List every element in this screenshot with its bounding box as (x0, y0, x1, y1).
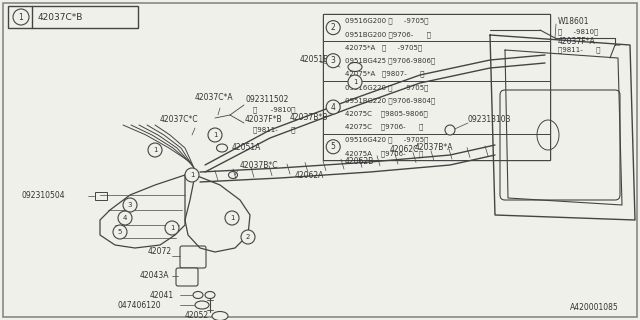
Text: 1: 1 (212, 132, 217, 138)
Text: A420001085: A420001085 (570, 303, 619, 312)
Text: 1: 1 (153, 147, 157, 153)
Text: 092313103: 092313103 (468, 116, 511, 124)
Circle shape (165, 221, 179, 235)
Circle shape (208, 128, 222, 142)
Ellipse shape (193, 292, 203, 299)
Ellipse shape (212, 311, 228, 320)
Text: 42052: 42052 (185, 311, 209, 320)
Text: 〈     -9810〉: 〈 -9810〉 (558, 29, 598, 35)
FancyBboxPatch shape (176, 268, 198, 286)
Text: 42075*A   〈9807-      〉: 42075*A 〈9807- 〉 (345, 71, 425, 77)
Text: 1: 1 (170, 225, 174, 231)
FancyBboxPatch shape (8, 6, 138, 28)
Circle shape (185, 168, 199, 182)
Circle shape (118, 211, 132, 225)
Circle shape (148, 143, 162, 157)
Text: 4: 4 (123, 215, 127, 221)
Circle shape (241, 230, 255, 244)
Circle shape (326, 20, 340, 35)
Circle shape (123, 198, 137, 212)
Text: 42041: 42041 (150, 291, 174, 300)
FancyBboxPatch shape (323, 14, 550, 41)
Text: 0951BG200 〈9706-      〉: 0951BG200 〈9706- 〉 (345, 31, 431, 37)
Text: 42037B*B: 42037B*B (290, 114, 328, 123)
Text: 2: 2 (246, 234, 250, 240)
Circle shape (348, 75, 362, 89)
Ellipse shape (348, 62, 362, 71)
Text: 42037C*A: 42037C*A (195, 93, 234, 102)
Circle shape (326, 100, 340, 114)
Text: 42062C: 42062C (390, 146, 419, 155)
Text: 42037C*C: 42037C*C (160, 116, 198, 124)
Text: 047406120: 047406120 (118, 300, 162, 309)
Text: 42062B: 42062B (345, 157, 374, 166)
Text: 〈9811-      〉: 〈9811- 〉 (558, 47, 600, 53)
Ellipse shape (228, 172, 237, 179)
Text: 1: 1 (189, 172, 195, 178)
Text: 42062A: 42062A (295, 171, 324, 180)
Text: W18601: W18601 (558, 18, 589, 27)
FancyBboxPatch shape (323, 133, 550, 160)
Text: 092310504: 092310504 (22, 190, 66, 199)
Text: 3: 3 (331, 56, 335, 65)
Text: 42075C    〈9805-9806〉: 42075C 〈9805-9806〉 (345, 110, 428, 117)
Text: 42037B*A: 42037B*A (415, 143, 454, 153)
Text: 42037F*A: 42037F*A (558, 36, 596, 45)
FancyBboxPatch shape (323, 81, 550, 133)
FancyBboxPatch shape (323, 14, 550, 160)
Circle shape (113, 225, 127, 239)
Text: 1: 1 (19, 12, 24, 21)
Text: 42043A: 42043A (140, 271, 170, 281)
Circle shape (225, 211, 239, 225)
Text: 5: 5 (118, 229, 122, 235)
Circle shape (326, 54, 340, 68)
Text: 42051B*A: 42051B*A (300, 55, 339, 65)
Text: 2: 2 (331, 23, 335, 32)
Text: 42037B*C: 42037B*C (240, 161, 278, 170)
FancyBboxPatch shape (323, 41, 550, 81)
Circle shape (445, 125, 455, 135)
Text: 42075A    〈9706-      〉: 42075A 〈9706- 〉 (345, 150, 424, 157)
Ellipse shape (216, 144, 227, 152)
Text: 42075C    〈9706-      〉: 42075C 〈9706- 〉 (345, 124, 424, 130)
Text: 4: 4 (331, 102, 335, 112)
Text: 1: 1 (230, 215, 234, 221)
Text: 42037C*B: 42037C*B (38, 12, 83, 21)
Text: 1: 1 (353, 79, 357, 85)
Text: 〈9811-      〉: 〈9811- 〉 (253, 127, 296, 133)
Text: 092311502: 092311502 (245, 95, 289, 105)
Text: 09516G220 〈     -9705〉: 09516G220 〈 -9705〉 (345, 84, 429, 91)
Text: 〈      -9810〉: 〈 -9810〉 (253, 107, 296, 113)
Ellipse shape (205, 292, 215, 299)
Text: 5: 5 (331, 142, 335, 151)
FancyBboxPatch shape (95, 192, 107, 200)
Text: 09516G200 〈     -9705〉: 09516G200 〈 -9705〉 (345, 18, 429, 24)
Text: 09516G420 〈     -9705〉: 09516G420 〈 -9705〉 (345, 137, 429, 143)
Circle shape (13, 9, 29, 25)
Text: 42075*A   〈     -9705〉: 42075*A 〈 -9705〉 (345, 44, 422, 51)
Text: 0951BG425 〈9706-9806〉: 0951BG425 〈9706-9806〉 (345, 57, 435, 64)
Text: 42051A: 42051A (232, 143, 261, 153)
Text: 3: 3 (128, 202, 132, 208)
Ellipse shape (195, 301, 209, 309)
FancyBboxPatch shape (180, 246, 206, 268)
Text: 42072: 42072 (148, 247, 172, 257)
Text: 42037F*B: 42037F*B (245, 116, 283, 124)
Text: 0951BG220 〈9706-9804〉: 0951BG220 〈9706-9804〉 (345, 97, 435, 104)
Circle shape (326, 140, 340, 154)
